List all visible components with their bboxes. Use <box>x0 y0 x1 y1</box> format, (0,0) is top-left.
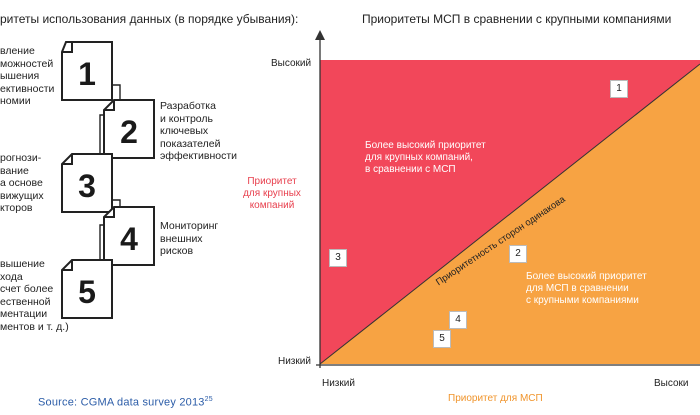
y-axis-label: Приоритет для крупных компаний <box>243 176 301 211</box>
item-5-card: 5 <box>60 258 114 320</box>
y-axis-arrow <box>315 30 325 40</box>
equal-priority-diagonal <box>319 63 700 365</box>
y-high-tick: Высокий <box>271 58 312 69</box>
badge-3: 3 <box>329 249 347 267</box>
item-5-number: 5 <box>78 274 96 310</box>
lower-zone-text: Более высокий приоритет для МСП в сравне… <box>526 271 647 306</box>
left-panel-title: ритеты использования данных (в порядке у… <box>0 12 299 26</box>
item-2-text: Разработка и контроль ключевых показател… <box>160 100 238 162</box>
right-panel-title: Приоритеты МСП в сравнении с крупными ко… <box>362 12 672 26</box>
item-1-card: 1 <box>60 40 114 102</box>
badge-2: 2 <box>509 245 527 263</box>
item-2-number: 2 <box>120 114 138 150</box>
item-4-card: 4 <box>102 205 156 267</box>
item-3-text: рогнози- вание а основе вижущих кторов <box>0 152 44 214</box>
item-3-card: 3 <box>60 152 114 214</box>
x-axis-label: Приоритет для МСП <box>448 393 543 404</box>
upper-zone-text: Более высокий приоритет для крупных комп… <box>365 140 486 175</box>
item-1-number: 1 <box>78 56 96 92</box>
x-low-tick: Низкий <box>322 378 355 389</box>
item-4-number: 4 <box>120 221 138 257</box>
badge-1: 1 <box>610 80 628 98</box>
item-1-text: вление можностей ышения ективности номии <box>0 45 55 107</box>
x-high-tick: Высоки <box>654 378 689 389</box>
item-5-text: вышение хода счет более ественной ментац… <box>0 258 69 333</box>
source-note: Source: CGMA data survey 201325 <box>38 396 213 409</box>
priority-matrix <box>315 30 700 368</box>
item-2-card: 2 <box>102 98 156 160</box>
upper-zone <box>320 60 700 364</box>
badge-4: 4 <box>449 311 467 329</box>
y-low-tick: Низкий <box>278 356 311 367</box>
item-3-number: 3 <box>78 168 96 204</box>
item-4-text: Мониторинг внешних рисков <box>160 220 219 257</box>
badge-5: 5 <box>433 330 451 348</box>
